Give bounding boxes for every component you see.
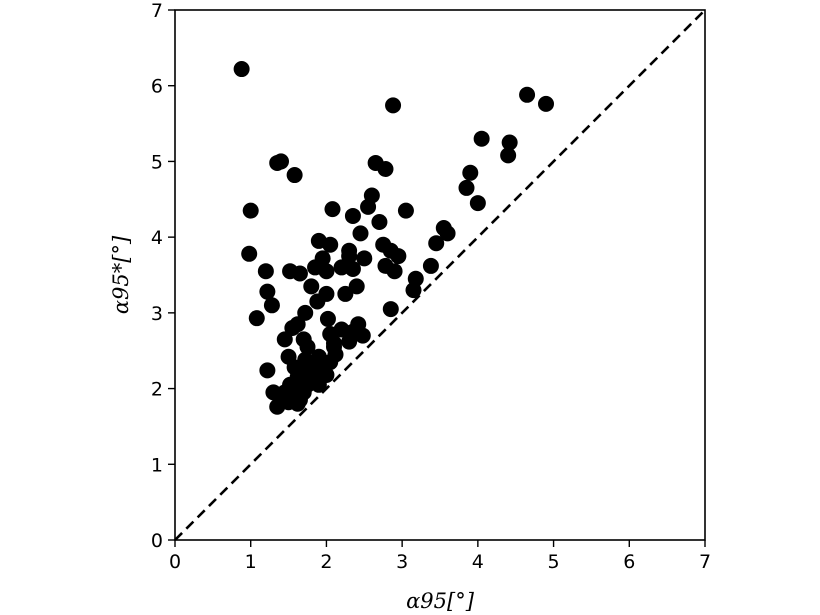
- data-point-37: [385, 97, 402, 114]
- data-point-97: [295, 331, 312, 348]
- data-point-22: [348, 278, 365, 295]
- data-point-95: [310, 376, 327, 393]
- data-point-4: [242, 202, 259, 219]
- x-tick-label-1: 1: [245, 551, 257, 573]
- data-point-42: [428, 235, 445, 252]
- data-point-29: [377, 161, 394, 177]
- data-point-23: [352, 225, 369, 242]
- data-point-64: [337, 285, 354, 302]
- points-layer: [233, 61, 554, 415]
- y-tick-label-2: 2: [151, 379, 163, 401]
- x-tick-label-2: 2: [320, 551, 332, 573]
- x-tick-label-7: 7: [699, 551, 711, 573]
- data-point-9: [263, 297, 280, 314]
- y-axis-label: α95*[°]: [109, 235, 133, 314]
- data-point-98: [326, 338, 342, 355]
- x-tick-label-0: 0: [169, 551, 181, 573]
- data-point-24: [356, 250, 373, 267]
- y-tick-label-3: 3: [151, 303, 163, 325]
- data-point-17: [322, 236, 339, 253]
- data-point-55: [289, 316, 306, 333]
- data-point-45: [458, 179, 475, 196]
- data-point-27: [363, 187, 380, 204]
- data-point-30: [371, 214, 388, 230]
- data-point-48: [473, 130, 490, 147]
- data-point-52: [538, 95, 554, 112]
- data-point-18: [324, 201, 341, 218]
- data-point-60: [319, 310, 336, 327]
- data-point-7: [259, 283, 276, 300]
- data-point-21: [344, 260, 361, 277]
- data-point-10: [259, 362, 276, 379]
- data-point-47: [469, 195, 486, 212]
- data-point-81: [322, 354, 339, 371]
- y-tick-label-4: 4: [151, 227, 163, 249]
- x-tick-label-3: 3: [396, 551, 408, 573]
- data-point-41: [422, 257, 439, 274]
- y-tick-label-6: 6: [151, 76, 163, 98]
- data-point-25: [344, 207, 361, 224]
- data-point-50: [501, 134, 518, 151]
- data-point-38: [382, 301, 399, 318]
- x-axis-label: α95[°]: [406, 589, 475, 613]
- data-point-16: [318, 263, 335, 280]
- reference-line-layer: [174, 9, 706, 541]
- data-point-59: [318, 285, 335, 302]
- data-point-49: [500, 147, 517, 164]
- x-axis-ticks: 0 1 2 3 4 5 6 7: [169, 540, 711, 573]
- y-axis-ticks: 0 1 2 3 4 5 6 7: [151, 0, 175, 552]
- y-tick-label-0: 0: [151, 530, 163, 552]
- data-point-53: [276, 331, 293, 348]
- y-tick-label-5: 5: [151, 151, 163, 173]
- x-tick-label-6: 6: [623, 551, 635, 573]
- data-point-93: [289, 395, 306, 412]
- data-point-99: [282, 376, 299, 393]
- data-point-0: [233, 61, 250, 78]
- data-point-94: [307, 361, 324, 378]
- data-point-5: [241, 245, 258, 262]
- x-tick-label-5: 5: [548, 551, 560, 573]
- data-point-46: [462, 164, 479, 181]
- data-point-68: [354, 327, 371, 344]
- data-point-56: [297, 304, 314, 321]
- plot-frame: [174, 9, 706, 541]
- reference-dashed-line: [174, 9, 706, 541]
- data-point-44: [439, 225, 456, 242]
- data-point-51: [519, 86, 536, 103]
- data-point-36: [397, 202, 414, 219]
- data-point-34: [386, 263, 403, 280]
- data-point-40: [407, 270, 424, 287]
- data-point-3: [286, 167, 303, 184]
- data-point-12: [291, 265, 308, 282]
- data-point-2: [273, 153, 289, 170]
- x-tick-label-4: 4: [472, 551, 484, 573]
- data-point-8: [248, 310, 265, 327]
- y-tick-label-1: 1: [151, 454, 163, 476]
- data-point-35: [390, 248, 407, 265]
- data-point-96: [341, 248, 358, 265]
- y-tick-label-7: 7: [151, 0, 163, 22]
- data-point-6: [257, 263, 274, 280]
- data-point-15: [314, 250, 331, 267]
- data-point-57: [303, 278, 320, 295]
